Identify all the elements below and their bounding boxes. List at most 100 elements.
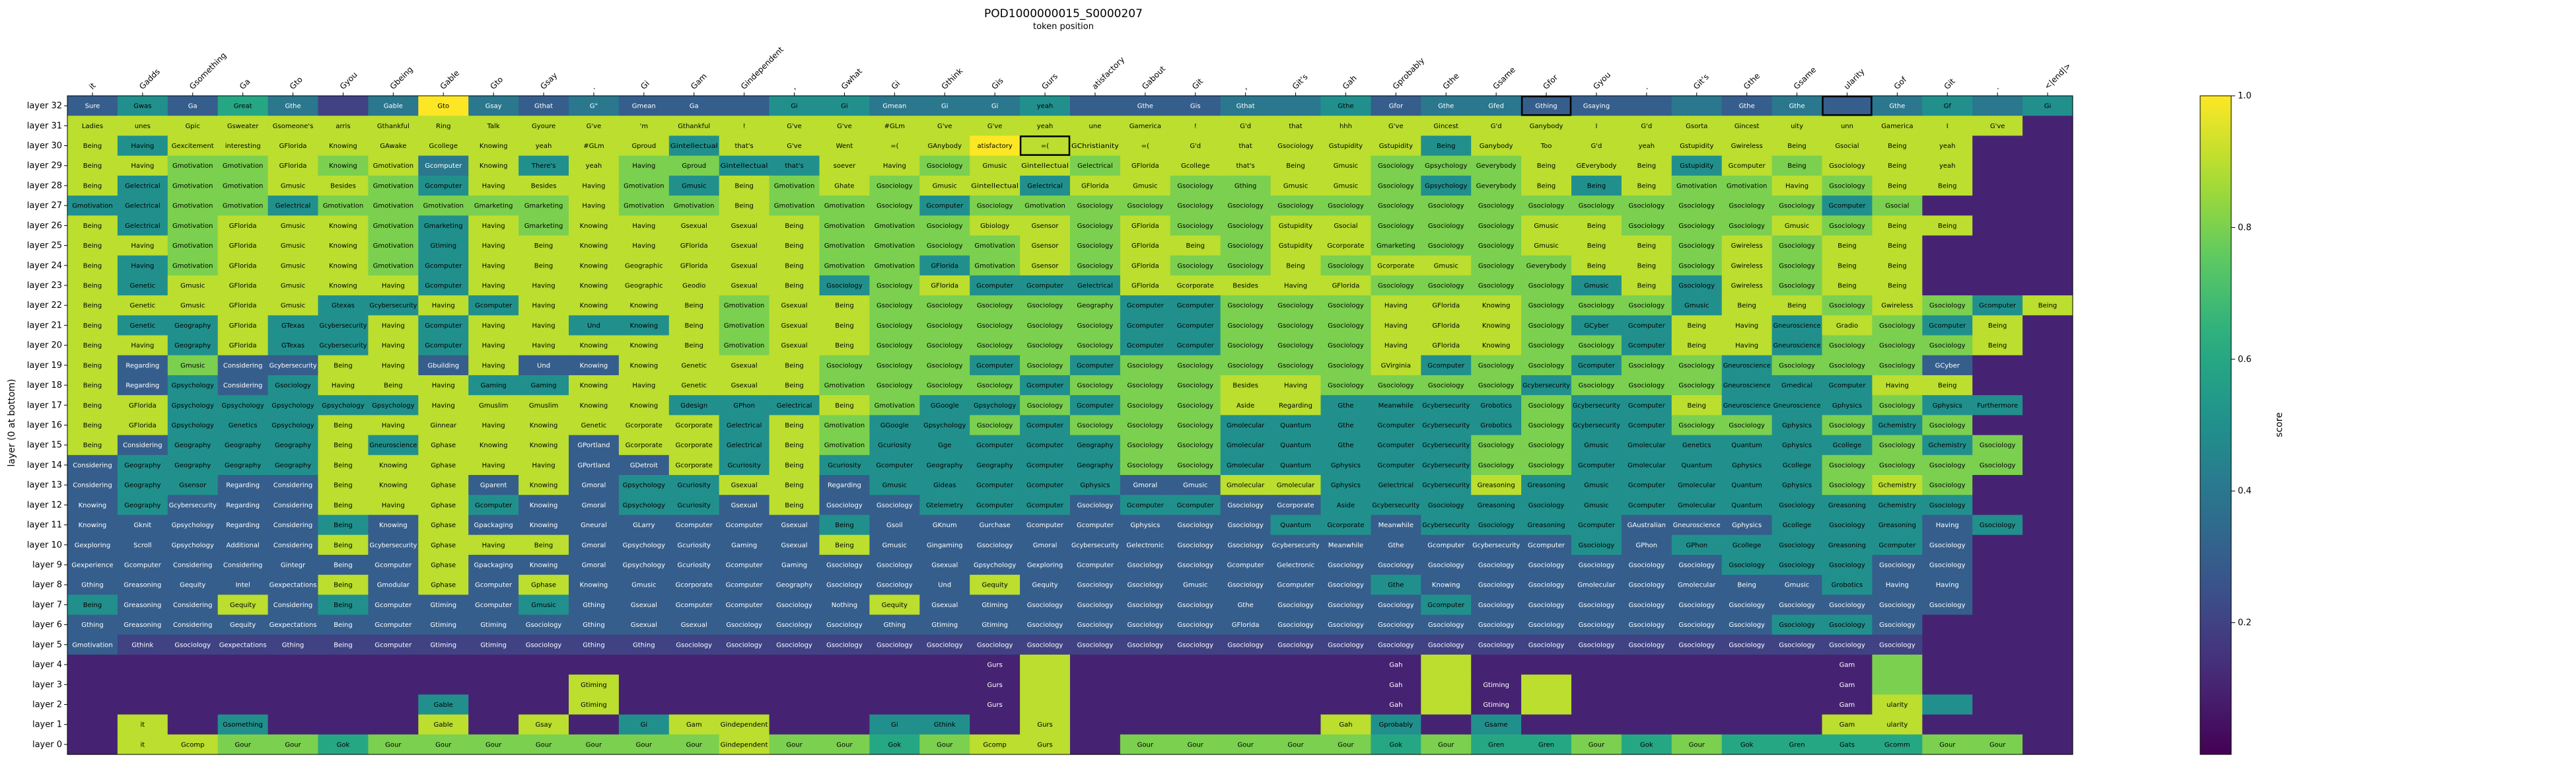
cell-label: Being [1688,342,1706,349]
cell-label: Knowing [580,223,608,230]
heatmap-cell [1120,694,1171,715]
cell-label: Gcomputer [1427,602,1465,609]
cell-label: yeah [1939,143,1956,150]
heatmap-cell [1721,96,1773,116]
cell-label: Gmusic [631,582,656,589]
cell-label: GFlorida [1432,303,1460,310]
heatmap-cell [1621,135,1672,157]
heatmap-cell [117,454,168,476]
heatmap-cell [1220,435,1271,456]
cell-label: Gable [384,103,403,110]
cell-label: Gthing [1234,182,1256,190]
cell-label: Having [632,223,655,230]
heatmap-cell [67,96,118,116]
heatmap-cell [569,654,620,675]
heatmap-cell [117,275,168,296]
cell-label: Gsociology [1328,622,1364,629]
heatmap-cell [368,255,419,276]
heatmap-cell [1571,415,1622,436]
heatmap-cell [418,255,469,276]
cell-label: Gsociology [1829,303,1865,310]
heatmap-cell [1220,654,1271,675]
heatmap-cell [618,275,670,296]
heatmap-cell [1120,96,1171,116]
heatmap-cell [668,454,720,476]
heatmap-cell [2022,295,2073,316]
cell-label: Besides [531,182,557,190]
cell-label: Having [482,262,505,270]
cell-label: Gsociology [1829,342,1865,349]
heatmap-cell [268,96,319,116]
cell-label: Gmotivation [774,203,815,210]
cell-label: Gcomputer [1377,462,1415,469]
heatmap-cell [618,155,670,176]
heatmap-cell [1070,135,1121,157]
cell-label: Being [534,262,553,270]
heatmap-cell [1070,315,1121,336]
cell-label: Gwas [133,103,151,110]
heatmap-cell [1922,375,1973,396]
heatmap-cell [67,395,118,416]
cell-label: Being [334,482,352,490]
cell-label: Gsexual [931,602,958,609]
cell-label: Gcybersecurity [1422,402,1470,410]
cell-label: =( [1041,143,1049,150]
heatmap-cell [1872,215,1923,236]
cell-label: Ganybody [1480,143,1513,150]
heatmap-cell [1020,475,1071,495]
cell-label: Gsociology [1528,602,1565,609]
cell-label: Gcomputer [475,602,513,609]
heatmap-cell [1471,135,1522,157]
heatmap-cell [1671,315,1723,336]
cell-label: Having [1284,382,1307,390]
heatmap-cell [167,275,219,296]
y-tick-label: layer 20 [27,341,62,351]
cell-label: Gmotivation [172,242,213,250]
cell-label: Gsociology [1027,641,1063,649]
cell-label: Being [785,502,803,509]
cell-label: Gsociology [1579,562,1615,569]
cell-label: Knowing [1432,582,1460,589]
cell-label: Knowing [580,242,608,250]
heatmap-cell [919,315,970,336]
cell-label: Gsociology [1779,622,1815,629]
cell-label: Being [685,342,703,349]
heatmap-cell [2022,96,2073,116]
cell-label: Having [482,223,505,230]
cell-label: Gsociology [1378,182,1414,190]
cell-label: Being [1587,223,1606,230]
cell-label: Gmusic [882,482,907,490]
heatmap-cell [1421,315,1472,336]
heatmap-cell [1320,295,1371,316]
cell-label: Gmusic [1584,442,1608,449]
cell-label: Gcorporate [676,582,713,589]
cell-label: Gthat [1236,103,1255,110]
cell-label: Gsociology [826,502,863,509]
cell-label: Gphysics [1331,462,1361,469]
cell-label: Gah [1389,682,1402,689]
heatmap-cell [1170,395,1221,416]
cell-label: Gsociology [1127,622,1164,629]
cell-label: Gcollege [1783,462,1812,469]
y-tick-label: layer 7 [32,600,62,610]
heatmap-cell [869,454,920,476]
cell-label: Gsociology [1378,602,1414,609]
heatmap-cell [1471,454,1522,476]
y-tick-label: layer 25 [27,241,62,251]
heatmap-cell [970,415,1020,436]
heatmap-cell [1922,215,1973,236]
cell-label: Gcomputer [124,562,162,569]
cell-label: Gsociology [977,542,1013,549]
heatmap-cell [1571,315,1622,336]
cell-label: Gcomputer [375,602,412,609]
cell-label: une [1089,123,1102,130]
heatmap-cell [217,315,269,336]
cell-label: Gsociology [877,322,913,330]
cell-label: Geography [174,442,211,449]
cell-label: Being [334,622,352,629]
cell-label: Considering [273,502,313,509]
x-tick-label: , [1240,83,1249,92]
x-tick-label: Gsame [1792,65,1818,92]
cell-label: Gelectrical [275,203,311,210]
cell-label: Gok [1390,741,1403,748]
